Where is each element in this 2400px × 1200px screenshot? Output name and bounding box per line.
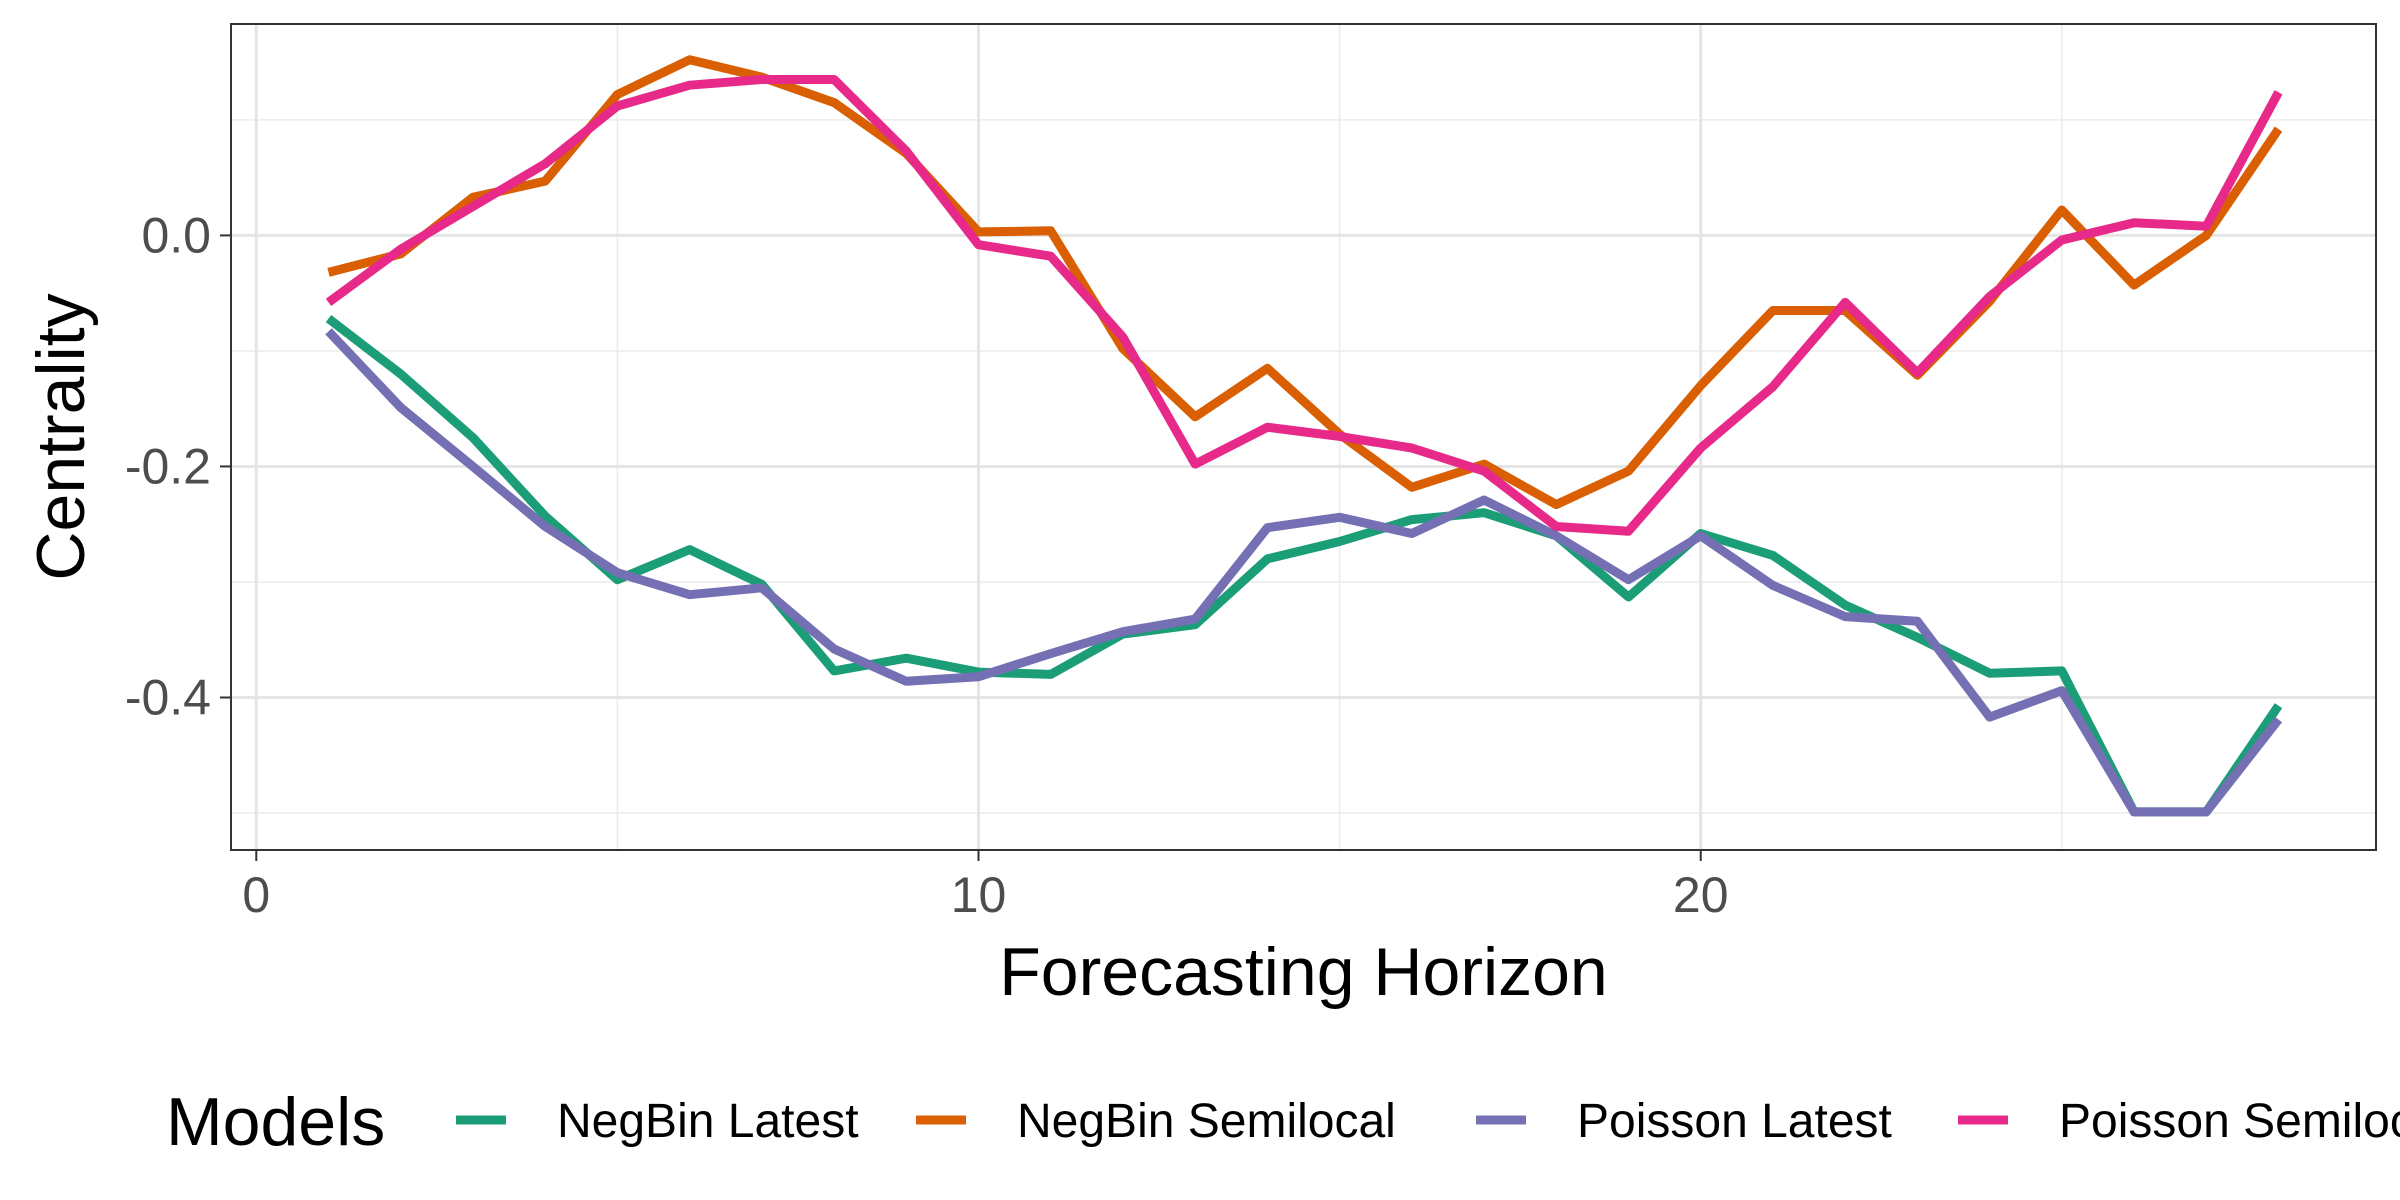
legend: Models NegBin Latest NegBin Semilocal Pois… xyxy=(166,1084,2400,1160)
y-tick-label: -0.4 xyxy=(125,670,211,726)
x-tick-label: 10 xyxy=(951,867,1007,923)
legend-label-1: NegBin Latest xyxy=(557,1095,859,1148)
series-line-4 xyxy=(325,75,2283,536)
major-gridlines xyxy=(231,24,2376,850)
series-line-1 xyxy=(325,315,2283,817)
y-axis-ticks: 0.0 -0.2 -0.4 xyxy=(125,207,231,726)
legend-label-4: Poisson Semilocal xyxy=(2059,1095,2400,1148)
plot-panel xyxy=(231,24,2376,850)
legend-label-2: NegBin Semilocal xyxy=(1017,1095,1396,1148)
y-tick-label: -0.2 xyxy=(125,438,211,494)
x-tick-label: 0 xyxy=(242,867,270,923)
x-axis-title: Forecasting Horizon xyxy=(999,934,1607,1010)
series-line-3 xyxy=(325,328,2283,817)
plot-border xyxy=(230,23,2377,851)
legend-title: Models xyxy=(166,1084,385,1160)
series-lines xyxy=(325,55,2283,817)
legend-label-3: Poisson Latest xyxy=(1577,1095,1892,1148)
y-axis-title: Centrality xyxy=(23,293,99,580)
x-tick-label: 20 xyxy=(1673,867,1729,923)
x-axis-ticks: 0 10 20 xyxy=(242,850,1729,923)
y-tick-label: 0.0 xyxy=(141,207,211,263)
